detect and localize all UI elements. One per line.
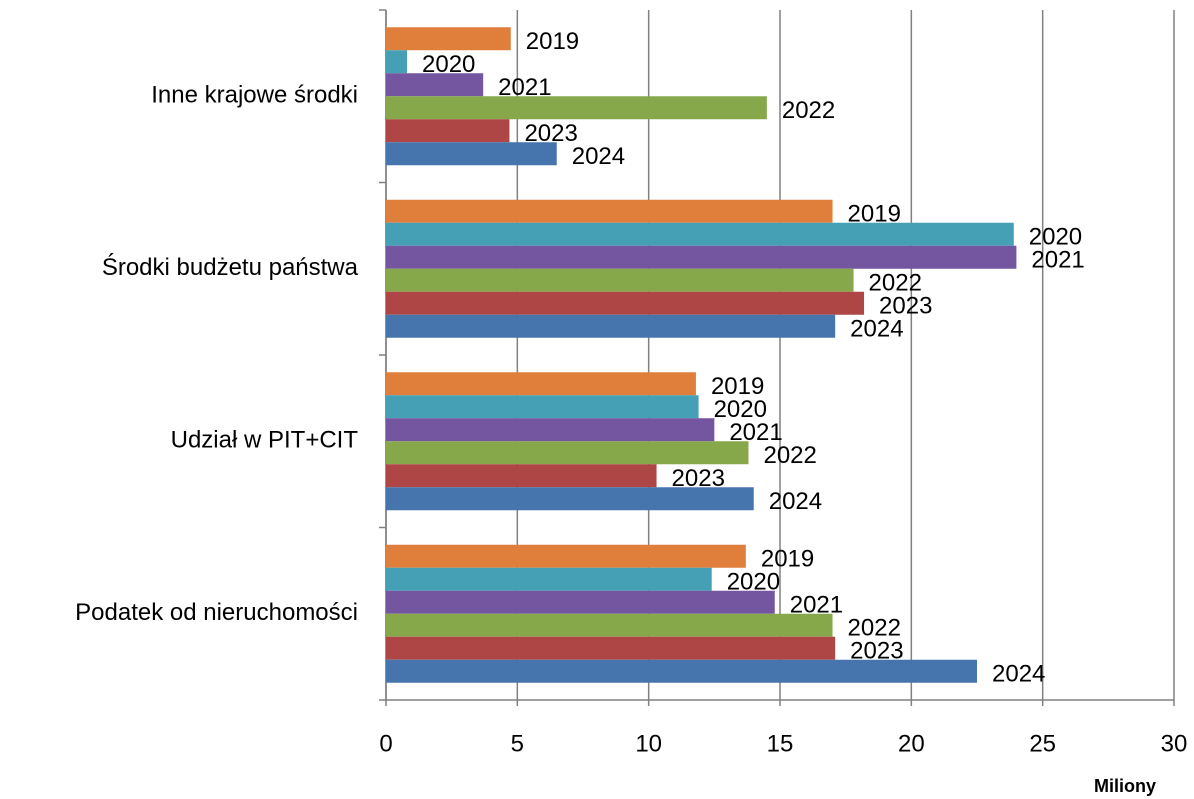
bar xyxy=(386,395,699,419)
data-label: 2022 xyxy=(869,270,922,297)
bar xyxy=(386,142,557,166)
bar xyxy=(386,199,833,223)
bar xyxy=(386,245,1017,269)
bar xyxy=(386,291,865,315)
bar xyxy=(386,464,657,488)
bar xyxy=(386,441,749,465)
bar xyxy=(386,636,836,660)
x-tick-label: 20 xyxy=(898,730,925,757)
bar xyxy=(386,590,775,614)
x-tick-label: 30 xyxy=(1161,730,1188,757)
bar xyxy=(386,73,484,97)
data-label: 2020 xyxy=(1029,224,1082,251)
x-tick-label: 5 xyxy=(511,730,524,757)
bar xyxy=(386,96,767,120)
data-label: 2024 xyxy=(992,661,1045,688)
data-label: 2019 xyxy=(761,546,814,573)
bar xyxy=(386,613,833,637)
data-label: 2022 xyxy=(763,442,816,469)
y-tick-label: Inne krajowe środki xyxy=(151,82,358,109)
data-label: 2024 xyxy=(769,488,822,515)
data-label: 2021 xyxy=(1031,247,1084,274)
x-tick-label: 15 xyxy=(767,730,794,757)
data-label: 2023 xyxy=(879,293,932,320)
bar xyxy=(386,119,510,143)
bar xyxy=(386,544,746,568)
y-tick-label: Udział w PIT+CIT xyxy=(171,427,359,454)
bar xyxy=(386,487,754,511)
data-label: 2020 xyxy=(714,396,767,423)
data-label: 2022 xyxy=(848,615,901,642)
bar xyxy=(386,50,408,74)
bar xyxy=(386,222,1014,246)
data-label: 2019 xyxy=(711,373,764,400)
bar xyxy=(386,418,715,442)
data-label: 2024 xyxy=(572,143,625,170)
bar xyxy=(386,27,511,51)
data-label: 2022 xyxy=(782,97,835,124)
y-tick-label: Podatek od nieruchomości xyxy=(75,599,358,626)
x-tick-label: 25 xyxy=(1029,730,1056,757)
x-axis-title: Miliony xyxy=(1094,776,1156,796)
x-tick-label: 0 xyxy=(379,730,392,757)
bar xyxy=(386,372,696,396)
bar xyxy=(386,314,836,338)
data-label: 2019 xyxy=(526,28,579,55)
y-tick-label: Środki budżetu państwa xyxy=(102,253,359,281)
x-tick-label: 10 xyxy=(635,730,662,757)
bar xyxy=(386,659,977,683)
bar xyxy=(386,268,854,292)
data-label: 2024 xyxy=(850,316,903,343)
bar xyxy=(386,567,712,591)
